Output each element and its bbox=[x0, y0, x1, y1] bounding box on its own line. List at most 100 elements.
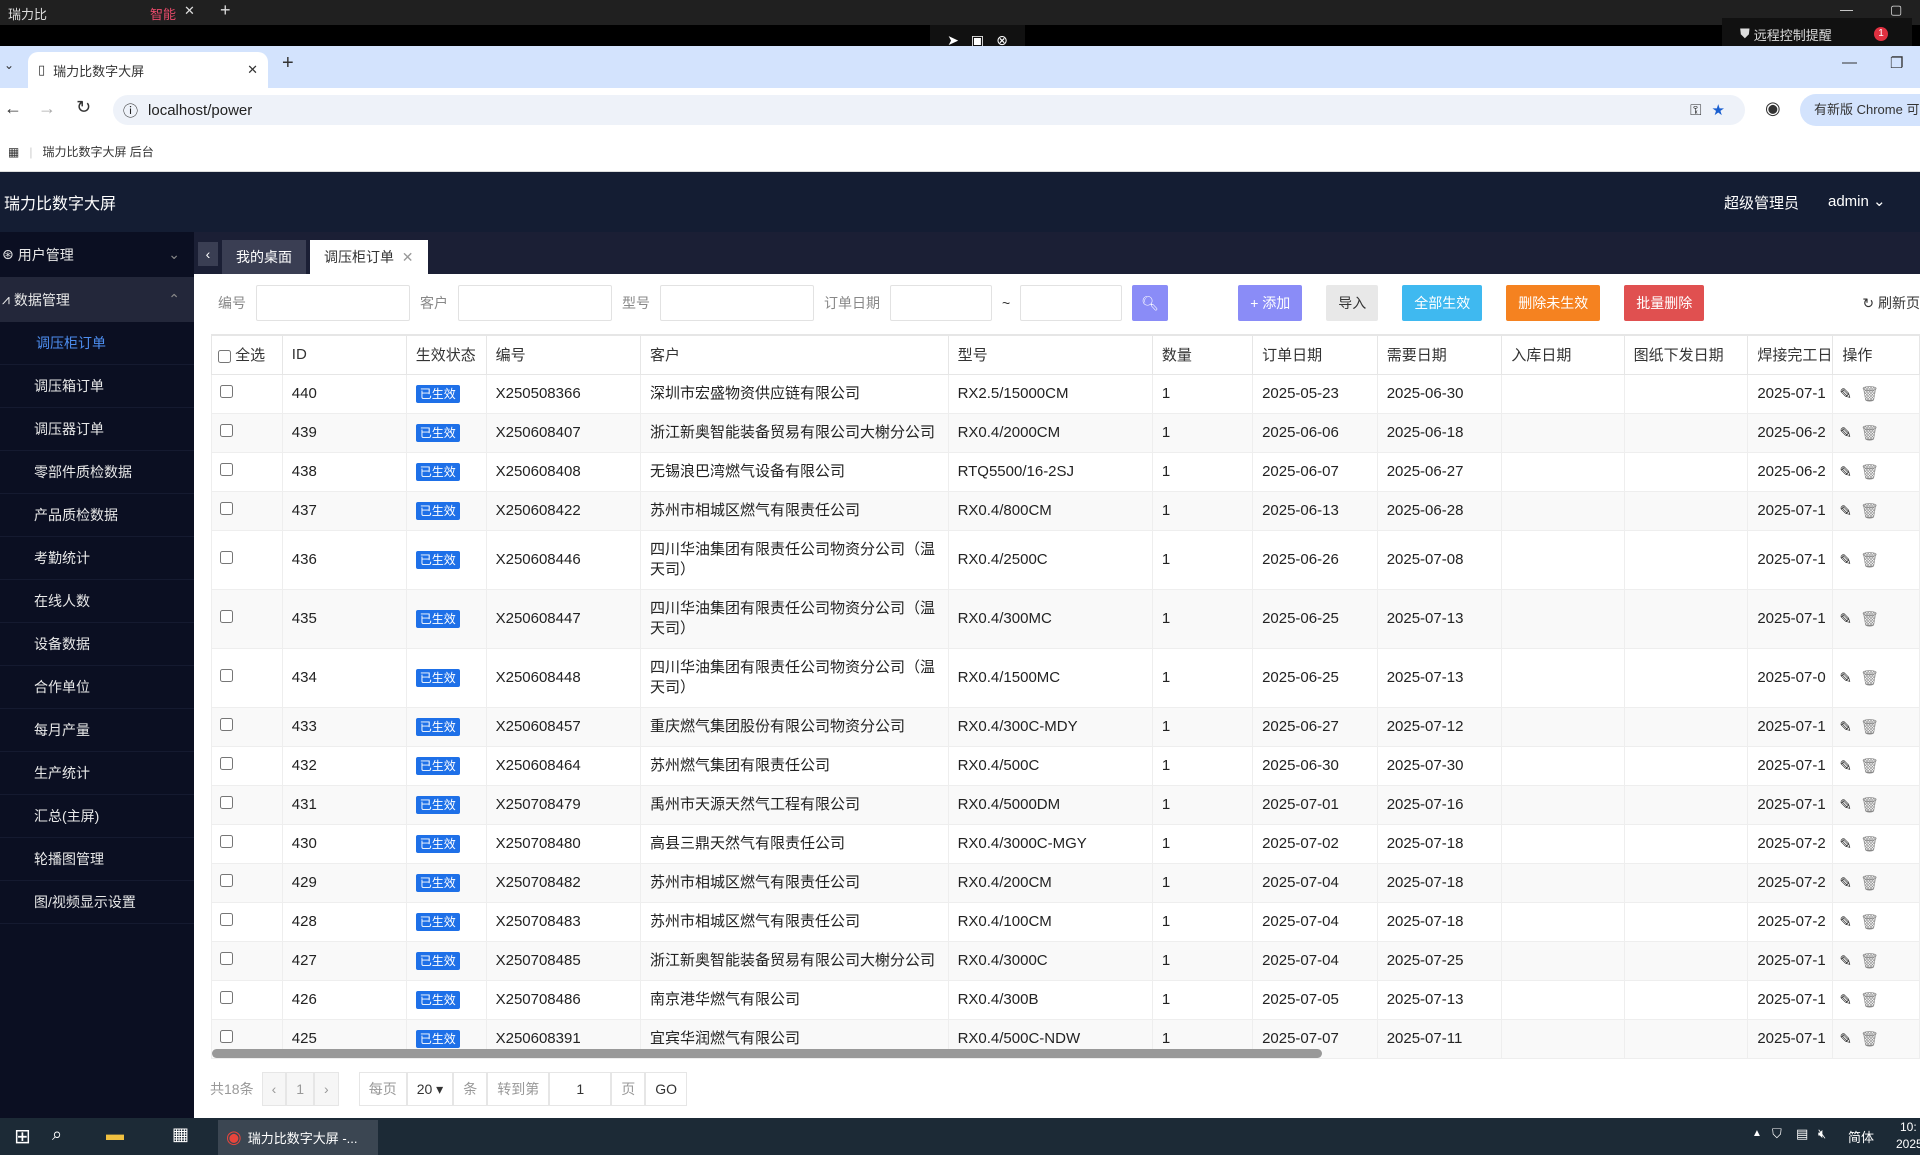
delete-icon[interactable]: 🗑︎ bbox=[1860, 385, 1880, 403]
sidebar-group-user[interactable]: ⊛ 用户管理 ⌄ bbox=[0, 232, 194, 277]
edit-icon[interactable]: ✎ bbox=[1839, 385, 1852, 403]
restore-icon[interactable]: ❐ bbox=[1890, 55, 1904, 72]
delete-icon[interactable]: 🗑︎ bbox=[1860, 1030, 1880, 1048]
sidebar-item[interactable]: 考勤统计 bbox=[0, 537, 194, 580]
row-checkbox[interactable] bbox=[220, 385, 233, 398]
delete-icon[interactable]: 🗑︎ bbox=[1860, 796, 1880, 814]
row-checkbox[interactable] bbox=[220, 610, 233, 623]
edit-icon[interactable]: ✎ bbox=[1839, 874, 1852, 892]
row-checkbox[interactable] bbox=[220, 502, 233, 515]
edit-icon[interactable]: ✎ bbox=[1839, 610, 1852, 628]
url-text[interactable]: localhost/power bbox=[148, 101, 253, 119]
row-checkbox[interactable] bbox=[220, 874, 233, 887]
sidebar-group-data[interactable]: ⩘ 数据管理 ⌃ bbox=[0, 277, 194, 322]
ime-indicator[interactable]: 简体 bbox=[1848, 1130, 1875, 1145]
row-checkbox[interactable] bbox=[220, 991, 233, 1004]
row-checkbox[interactable] bbox=[220, 952, 233, 965]
edit-icon[interactable]: ✎ bbox=[1839, 669, 1852, 687]
close-icon[interactable]: ⊗ bbox=[996, 31, 1008, 48]
sidebar-item[interactable]: 调压柜订单 bbox=[0, 322, 194, 365]
select-all-checkbox[interactable] bbox=[218, 349, 231, 363]
delete-icon[interactable]: 🗑︎ bbox=[1860, 463, 1880, 481]
per-page-select[interactable]: 20 ▾ bbox=[406, 1072, 454, 1106]
delete-icon[interactable]: 🗑︎ bbox=[1860, 991, 1880, 1009]
browser-tab[interactable]: ▯ 瑞力比数字大屏 ✕ bbox=[28, 52, 268, 88]
row-checkbox[interactable] bbox=[220, 757, 233, 770]
apps-icon[interactable]: ▦ bbox=[8, 144, 20, 159]
date-end-input[interactable] bbox=[1020, 285, 1123, 321]
delete-icon[interactable]: 🗑︎ bbox=[1860, 424, 1880, 442]
row-checkbox[interactable] bbox=[220, 718, 233, 731]
clock-time[interactable]: 10: bbox=[1900, 1120, 1917, 1134]
network-icon[interactable]: ▤ bbox=[1796, 1126, 1809, 1141]
sidebar-item[interactable]: 零部件质检数据 bbox=[0, 451, 194, 494]
sidebar-item[interactable]: 设备数据 bbox=[0, 623, 194, 666]
refresh-button[interactable]: ↻ 刷新页 bbox=[1862, 295, 1920, 311]
sidebar-item[interactable]: 调压器订单 bbox=[0, 408, 194, 451]
row-checkbox[interactable] bbox=[220, 463, 233, 476]
prev-page-button[interactable]: ‹ bbox=[261, 1072, 287, 1106]
pointer-icon[interactable]: ➤ bbox=[947, 31, 959, 48]
maximize-icon[interactable]: ▢ bbox=[1890, 2, 1903, 17]
omnibox[interactable]: ⓘ localhost/power ⚿ ★ bbox=[113, 95, 1745, 125]
os-tab-app[interactable]: 瑞力比 bbox=[8, 7, 48, 22]
volume-muted-icon[interactable]: 🔇︎ bbox=[1818, 1126, 1827, 1141]
delete-icon[interactable]: 🗑︎ bbox=[1860, 718, 1880, 736]
row-checkbox[interactable] bbox=[220, 551, 233, 564]
search-icon[interactable]: ⌕ bbox=[52, 1124, 63, 1144]
goto-input[interactable]: 1 bbox=[549, 1072, 612, 1106]
sidebar-item[interactable]: 每月产量 bbox=[0, 709, 194, 752]
delete-icon[interactable]: 🗑︎ bbox=[1860, 610, 1880, 628]
close-icon[interactable]: ✕ bbox=[184, 3, 195, 18]
edit-icon[interactable]: ✎ bbox=[1839, 551, 1852, 569]
new-tab-icon[interactable]: + bbox=[282, 52, 294, 74]
edit-icon[interactable]: ✎ bbox=[1839, 1030, 1852, 1048]
code-input[interactable] bbox=[256, 285, 410, 321]
edit-icon[interactable]: ✎ bbox=[1839, 757, 1852, 775]
customer-input[interactable] bbox=[458, 285, 612, 321]
edit-icon[interactable]: ✎ bbox=[1839, 991, 1852, 1009]
delete-icon[interactable]: 🗑︎ bbox=[1860, 669, 1880, 687]
bookmark-item[interactable]: 瑞力比数字大屏 后台 bbox=[42, 145, 154, 159]
sidebar-item[interactable]: 汇总(主屏) bbox=[0, 795, 194, 838]
row-checkbox[interactable] bbox=[220, 669, 233, 682]
batch-delete-button[interactable]: 批量删除 bbox=[1624, 285, 1705, 321]
search-button[interactable]: 🔍︎ bbox=[1132, 285, 1169, 321]
close-icon[interactable]: ✕ bbox=[401, 248, 414, 265]
chrome-update-button[interactable]: 有新版 Chrome 可用 bbox=[1800, 94, 1920, 126]
row-checkbox[interactable] bbox=[220, 835, 233, 848]
next-page-button[interactable]: › bbox=[314, 1072, 339, 1106]
row-checkbox[interactable] bbox=[220, 1030, 233, 1043]
edit-icon[interactable]: ✎ bbox=[1839, 463, 1852, 481]
close-icon[interactable]: ✕ bbox=[247, 62, 258, 77]
tab-desktop[interactable]: 我的桌面 bbox=[222, 240, 306, 274]
edit-icon[interactable]: ✎ bbox=[1839, 424, 1852, 442]
delete-icon[interactable]: 🗑︎ bbox=[1860, 952, 1880, 970]
edit-icon[interactable]: ✎ bbox=[1839, 835, 1852, 853]
sidebar-item[interactable]: 调压箱订单 bbox=[0, 365, 194, 408]
date-start-input[interactable] bbox=[890, 285, 992, 321]
file-explorer-icon[interactable]: ▬ bbox=[106, 1124, 124, 1144]
taskbar-chrome-window[interactable]: ◉ 瑞力比数字大屏 -... bbox=[218, 1120, 378, 1155]
edit-icon[interactable]: ✎ bbox=[1839, 502, 1852, 520]
chevron-down-icon[interactable]: ⌄ bbox=[4, 58, 15, 72]
edit-icon[interactable]: ✎ bbox=[1839, 718, 1852, 736]
reload-icon[interactable]: ↻ bbox=[76, 97, 92, 117]
minimize-icon[interactable]: — bbox=[1842, 54, 1857, 71]
tabs-prev-icon[interactable]: ‹ bbox=[198, 242, 218, 266]
tab-cabinet-orders[interactable]: 调压柜订单 ✕ bbox=[310, 240, 428, 274]
row-checkbox[interactable] bbox=[220, 913, 233, 926]
go-button[interactable]: GO bbox=[645, 1072, 687, 1106]
row-checkbox[interactable] bbox=[220, 424, 233, 437]
minimize-icon[interactable]: — bbox=[1840, 2, 1853, 17]
store-icon[interactable]: ▦ bbox=[172, 1124, 190, 1144]
tray-expand-icon[interactable]: ▲ bbox=[1752, 1128, 1762, 1139]
delete-ineffective-button[interactable]: 删除未生效 bbox=[1506, 285, 1601, 321]
edit-icon[interactable]: ✎ bbox=[1839, 952, 1852, 970]
keyboard-icon[interactable]: ▣ bbox=[970, 31, 985, 48]
clock-date[interactable]: 2025 bbox=[1896, 1137, 1920, 1151]
sidebar-item[interactable]: 在线人数 bbox=[0, 580, 194, 623]
windows-start-icon[interactable]: ⊞ bbox=[14, 1126, 31, 1148]
forward-icon[interactable]: → bbox=[38, 98, 56, 118]
add-button[interactable]: + 添加 bbox=[1238, 285, 1303, 321]
